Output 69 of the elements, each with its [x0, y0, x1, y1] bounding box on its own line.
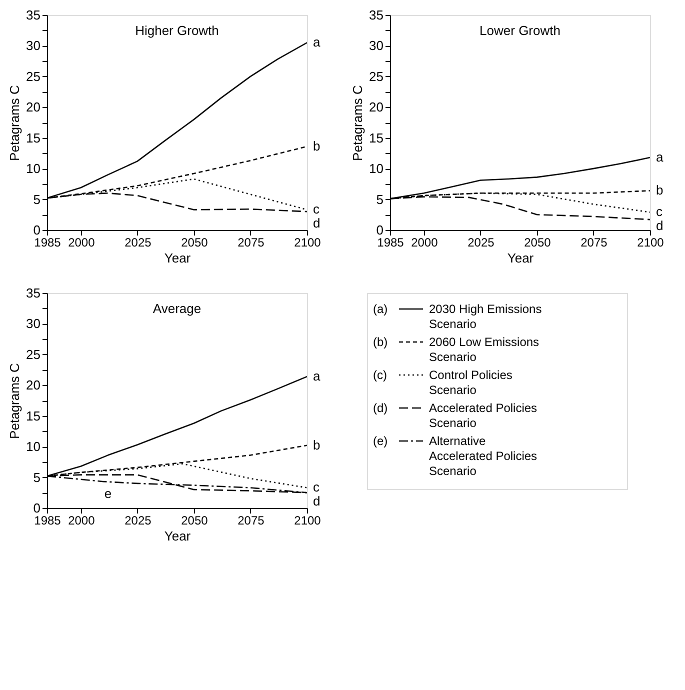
x-tick-label: 2025 — [124, 236, 152, 250]
text: (b) 2060 Low Emissions Scenario — [373, 335, 540, 364]
y-tick-label: 15 — [369, 130, 384, 146]
text: a — [313, 34, 321, 50]
x-tick-label: 1985 — [377, 236, 404, 250]
text: c — [313, 480, 320, 495]
y-tick-label: 35 — [369, 8, 384, 22]
y-tick-label: 0 — [33, 222, 40, 238]
text: a — [313, 368, 321, 384]
annotation: e — [104, 486, 112, 502]
text: (a) 2030 High Emissions Scenario — [373, 302, 542, 331]
x-axis-title: Year — [507, 250, 534, 266]
x-tick-label: 2000 — [68, 514, 96, 528]
y-tick-label: 20 — [26, 378, 40, 393]
text: Higher Growth — [135, 23, 219, 38]
y-axis-title: Petagrams C — [7, 85, 22, 161]
x-tick-label: 2075 — [238, 514, 265, 528]
text: (c) Control Policies Scenario — [373, 368, 512, 397]
y-axis-title: Petagrams C — [350, 85, 366, 161]
y-tick-label: 5 — [376, 192, 384, 207]
x-axis-title: Year — [164, 250, 192, 266]
x-tick-label: 2075 — [580, 236, 608, 250]
x-tick-label: 2100 — [294, 514, 322, 528]
y-tick-label: 15 — [26, 130, 40, 146]
y-tick-label: 35 — [26, 286, 40, 300]
y-axis-title: Petagrams C — [7, 363, 22, 439]
x-tick-label: 2050 — [524, 236, 552, 250]
x-tick-label: 1985 — [34, 236, 62, 250]
x-tick-label: 2025 — [468, 236, 495, 250]
text: d — [656, 218, 664, 234]
x-tick-label: 2000 — [411, 236, 438, 250]
y-tick-label: 0 — [376, 222, 384, 238]
text: Average — [152, 301, 202, 316]
y-tick-label: 30 — [369, 38, 384, 54]
text: b — [656, 182, 664, 198]
x-tick-label: 2000 — [68, 236, 96, 250]
y-tick-label: 15 — [26, 408, 40, 424]
x-tick-label: 2075 — [238, 236, 265, 250]
text: c — [656, 204, 663, 220]
y-tick-label: 5 — [33, 192, 40, 207]
x-tick-label: 2050 — [181, 514, 208, 528]
x-axis-title: Year — [164, 528, 192, 544]
y-tick-label: 20 — [26, 100, 40, 115]
y-tick-label: 0 — [33, 500, 40, 516]
text: d — [313, 216, 320, 231]
y-tick-label: 10 — [26, 439, 40, 454]
text: (d) Accelerated Policies Scenario — [373, 401, 538, 430]
y-tick-label: 25 — [369, 68, 384, 84]
y-tick-label: 25 — [26, 346, 40, 362]
text: Lower Growth — [480, 23, 560, 38]
text: d — [313, 494, 320, 509]
text: b — [313, 437, 320, 452]
y-tick-label: 30 — [26, 38, 40, 54]
text: a — [656, 150, 664, 165]
text: (e) Alternative Accelerated Policies Scenario — [373, 434, 538, 478]
x-tick-label: 2100 — [294, 236, 322, 250]
x-tick-label: 2050 — [181, 236, 208, 250]
y-tick-label: 10 — [26, 161, 40, 176]
x-tick-label: 2100 — [637, 236, 664, 250]
text: c — [313, 202, 320, 217]
text: b — [313, 138, 320, 154]
y-tick-label: 25 — [26, 68, 40, 84]
y-tick-label: 30 — [26, 316, 40, 332]
y-tick-label: 10 — [369, 161, 384, 176]
y-tick-label: 20 — [369, 100, 384, 115]
x-tick-label: 1985 — [34, 514, 62, 528]
x-tick-label: 2025 — [124, 514, 152, 528]
y-tick-label: 5 — [33, 470, 40, 485]
y-tick-label: 35 — [26, 8, 40, 22]
